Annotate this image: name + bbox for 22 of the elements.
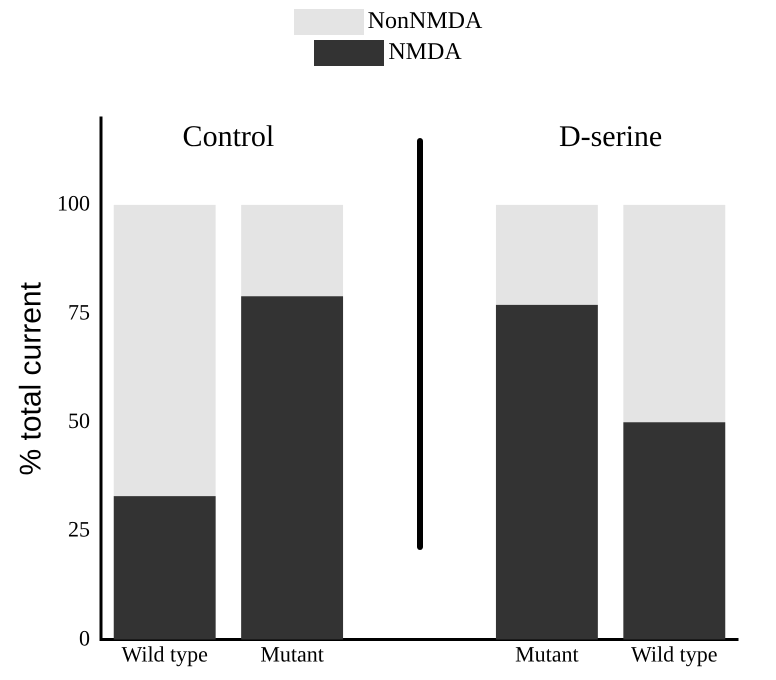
bar bbox=[114, 204, 216, 496]
bar bbox=[623, 422, 726, 640]
bar bbox=[496, 204, 598, 305]
bar bbox=[496, 304, 598, 640]
y-tick-label: 0 bbox=[79, 625, 90, 650]
bar bbox=[623, 204, 726, 422]
annotation: D-serine bbox=[558, 120, 662, 154]
y-tick-label: 100 bbox=[57, 190, 90, 216]
x-tick-label: Wild type bbox=[631, 642, 718, 667]
y-axis-title: % total current bbox=[14, 281, 48, 476]
bar bbox=[241, 296, 344, 640]
y-tick-label: 50 bbox=[68, 408, 90, 434]
x-tick-label: Mutant bbox=[515, 642, 579, 667]
y-tick-label: 75 bbox=[68, 299, 90, 324]
x-tick-label: Mutant bbox=[260, 642, 324, 667]
bar bbox=[241, 204, 344, 296]
annotation: Control bbox=[182, 120, 274, 154]
bar bbox=[114, 496, 216, 640]
legend-label: NonNMDA bbox=[368, 8, 482, 35]
y-tick-label: 25 bbox=[68, 516, 90, 542]
x-tick-label: Wild type bbox=[121, 642, 208, 667]
legend-label: NMDA bbox=[388, 39, 462, 66]
